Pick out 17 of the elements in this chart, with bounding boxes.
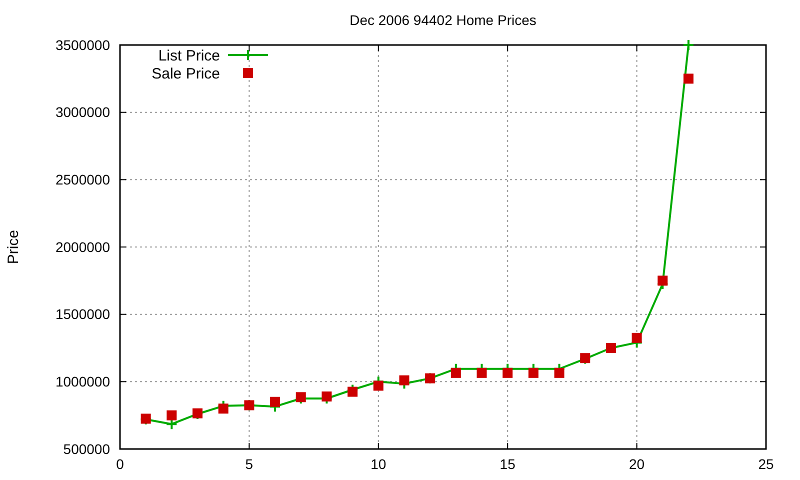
y-tick-label: 3000000: [55, 104, 110, 120]
x-tick-label: 5: [245, 456, 254, 472]
y-tick-label: 2000000: [55, 238, 110, 255]
legend-label: Sale Price: [152, 65, 220, 82]
x-tick-label: 25: [758, 456, 774, 472]
x-tick-label: 10: [370, 456, 386, 472]
y-tick-label: 2500000: [55, 172, 110, 188]
y-axis-title: Price: [5, 230, 22, 264]
x-tick-label: 15: [500, 456, 516, 472]
y-tick-label: 1500000: [55, 306, 110, 322]
legend-label: List Price: [158, 47, 220, 64]
x-tick-label: 20: [629, 456, 645, 472]
y-tick-label: 3500000: [55, 36, 110, 53]
y-tick-label: 500000: [63, 440, 110, 457]
chart-title: Dec 2006 94402 Home Prices: [350, 12, 536, 28]
y-tick-label: 1000000: [55, 374, 110, 390]
x-tick-label: 0: [116, 456, 124, 472]
